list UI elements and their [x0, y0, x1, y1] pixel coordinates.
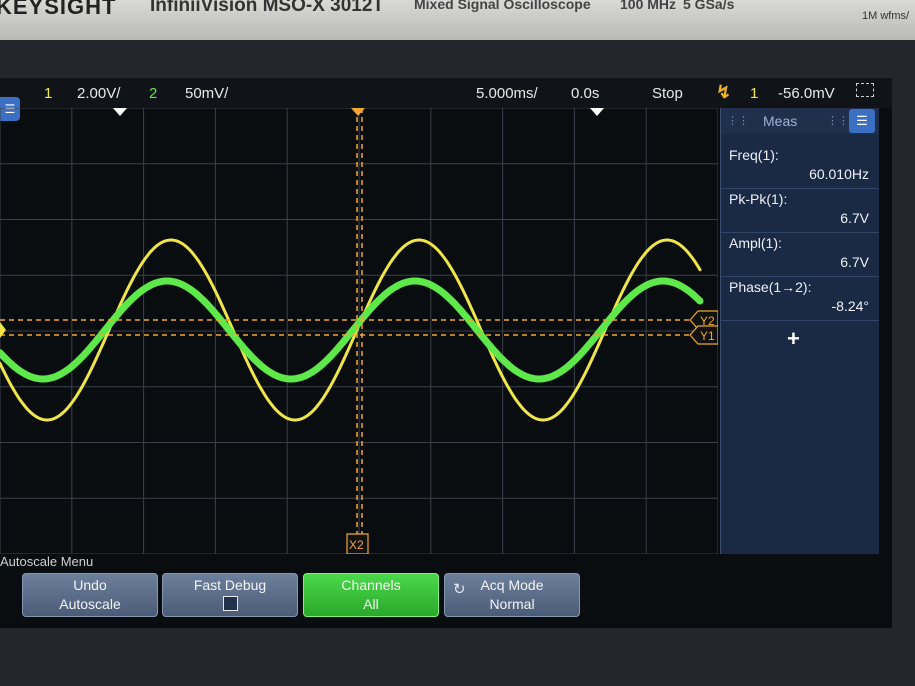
- fast-debug-button[interactable]: Fast Debug: [162, 573, 298, 617]
- meas-label: Pk-Pk(1):: [729, 191, 788, 207]
- instrument-type: Mixed Signal Oscilloscope: [414, 0, 591, 12]
- ch1-ground-marker-icon: [0, 322, 6, 338]
- instrument-bezel: KEYSIGHT InfiniiVision MSO-X 3012T Mixed…: [0, 0, 915, 40]
- softkey-label: Undo: [73, 577, 107, 593]
- meas-item-phase[interactable]: Phase(1→2): -8.24°: [721, 276, 879, 321]
- memory-label: 1M wfms/: [862, 10, 910, 22]
- time-delay[interactable]: 0.0s: [571, 85, 600, 102]
- delay-marker-icon: [113, 108, 127, 116]
- ch1-number[interactable]: 1: [44, 85, 53, 102]
- zoom-box-icon[interactable]: [856, 83, 874, 97]
- timebase-scale[interactable]: 5.000ms/: [476, 85, 538, 102]
- channels-all-button[interactable]: Channels All: [303, 573, 439, 617]
- meas-label: Freq(1):: [729, 147, 779, 163]
- trigger-source[interactable]: 1: [750, 85, 759, 102]
- meas-value: 6.7V: [840, 254, 869, 270]
- y1-cursor-label: Y1: [700, 329, 715, 343]
- undo-autoscale-button[interactable]: Undo Autoscale: [22, 573, 158, 617]
- y2-cursor-label: Y2: [700, 314, 715, 328]
- acq-mode-button[interactable]: ↻ Acq Mode Normal: [444, 573, 580, 617]
- meas-item-pkpk[interactable]: Pk-Pk(1): 6.7V: [721, 188, 879, 233]
- grip-icon: ⋮⋮: [727, 115, 749, 127]
- trigger-level[interactable]: -56.0mV: [778, 85, 835, 102]
- ch2-waveform: [0, 277, 704, 383]
- model-name: InfiniiVision MSO-X 3012T: [150, 0, 385, 16]
- softkey-label: Channels: [341, 577, 401, 593]
- x-cursor-marker-icon: [351, 108, 365, 116]
- ch2-scale[interactable]: 50mV/: [185, 85, 229, 102]
- meas-item-freq[interactable]: Freq(1): 60.010Hz: [721, 144, 879, 189]
- meas-menu-icon[interactable]: ☰: [849, 109, 875, 133]
- status-bar: 1 2.00V/ 2 50mV/ 5.000ms/ 0.0s Stop ↯ 1 …: [0, 78, 892, 108]
- waveform-display[interactable]: Y2 Y1 X2: [0, 107, 719, 632]
- softkey-label: Normal: [489, 596, 535, 612]
- trigger-edge-icon: ↯: [716, 82, 732, 102]
- softkey-menu-title: Autoscale Menu: [0, 554, 94, 569]
- trigger-position-icon: [590, 108, 604, 116]
- scope-screen: 1 2.00V/ 2 50mV/ 5.000ms/ 0.0s Stop ↯ 1 …: [0, 78, 892, 628]
- meas-value: 6.7V: [840, 210, 869, 226]
- measurement-panel: ⋮⋮ Meas ⋮⋮ ☰ Freq(1): 60.010Hz Pk-Pk(1):…: [720, 108, 879, 554]
- meas-value: 60.010Hz: [809, 166, 869, 182]
- softkey-label: All: [363, 596, 379, 612]
- add-measurement-icon[interactable]: +: [787, 326, 800, 351]
- cycle-icon: ↻: [453, 581, 466, 598]
- meas-item-ampl[interactable]: Ampl(1): 6.7V: [721, 232, 879, 277]
- brand-logo: KEYSIGHT: [0, 0, 117, 19]
- meas-title: Meas: [763, 113, 798, 129]
- run-state[interactable]: Stop: [652, 85, 683, 102]
- softkey-label: Fast Debug: [193, 577, 267, 593]
- softkey-label: Acq Mode: [480, 577, 544, 593]
- x2-cursor-label: X2: [349, 538, 364, 552]
- ch1-scale[interactable]: 2.00V/: [77, 85, 121, 102]
- meas-value: -8.24°: [831, 298, 869, 314]
- grip-icon: ⋮⋮: [827, 115, 849, 127]
- left-menu-icon[interactable]: ☰: [0, 97, 20, 121]
- ch2-number[interactable]: 2: [149, 85, 158, 102]
- meas-label: Ampl(1):: [729, 235, 782, 251]
- softkey-bar: Undo Autoscale Fast Debug Channels All ↻…: [0, 573, 892, 618]
- fast-debug-checkbox[interactable]: [223, 596, 238, 611]
- sample-rate-label: 5 GSa/s: [683, 0, 735, 12]
- bandwidth-label: 100 MHz: [620, 0, 677, 12]
- meas-label: Phase(1→2):: [729, 279, 812, 295]
- softkey-label: Autoscale: [59, 596, 121, 612]
- meas-header: ⋮⋮ Meas ⋮⋮ ☰: [721, 108, 879, 134]
